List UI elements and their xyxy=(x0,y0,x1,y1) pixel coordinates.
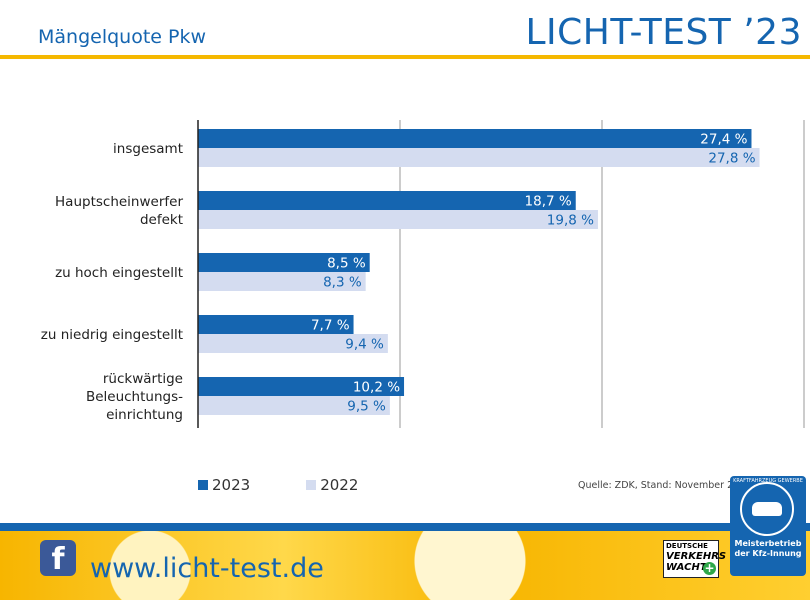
data-label-2022-2: 8,3 % xyxy=(323,275,362,291)
bar-chart: 27,4 % 27,8 % insgesamt 18,7 % 19,8 % Hauptsc… xyxy=(41,120,805,428)
car-icon xyxy=(752,502,782,516)
category-label-3-0: zu niedrig eingestellt xyxy=(41,327,183,343)
bar-2023-3 xyxy=(198,315,354,334)
legend: 2023 2022 xyxy=(198,476,414,494)
verkehrswacht-main-text: VERKEHRS WACHT xyxy=(666,550,727,573)
legend-label-2023: 2023 xyxy=(212,476,251,494)
legend-swatch-2022 xyxy=(306,480,317,490)
seal-circle xyxy=(740,482,794,536)
bar-2022-2 xyxy=(198,272,366,291)
data-label-2023-1: 18,7 % xyxy=(525,194,572,210)
verkehrswacht-small-text: DEUTSCHE xyxy=(666,542,708,550)
brand-logo-text: LICHT-TEST ’23 xyxy=(525,12,802,53)
data-label-2022-1: 19,8 % xyxy=(547,213,594,229)
website-link[interactable]: www.licht-test.de xyxy=(90,553,324,584)
seal-ring-text: KRAFTFAHRZEUG GEWERBE xyxy=(733,478,803,484)
data-label-2022-0: 27,8 % xyxy=(708,151,755,167)
bar-2022-1 xyxy=(198,210,598,229)
data-label-2023-4: 10,2 % xyxy=(353,380,400,396)
data-label-2023-0: 27,4 % xyxy=(700,132,747,148)
seal-line1: Meisterbetrieb xyxy=(734,539,802,548)
data-label-2023-3: 7,7 % xyxy=(311,318,350,334)
bar-2023-2 xyxy=(198,253,370,272)
bar-2022-4 xyxy=(198,396,390,415)
category-label-4-2: einrichtung xyxy=(106,407,183,423)
category-label-2-0: zu hoch eingestellt xyxy=(55,265,183,281)
footer-stripe xyxy=(0,523,810,531)
legend-item-2023: 2023 xyxy=(198,476,250,494)
data-label-2023-2: 8,5 % xyxy=(327,256,366,272)
legend-swatch-2023 xyxy=(198,480,208,490)
category-label-0-0: insgesamt xyxy=(113,141,183,157)
bar-2023-4 xyxy=(198,377,405,396)
plus-icon: + xyxy=(703,561,716,575)
category-label-1-0: Hauptscheinwerfer xyxy=(55,194,183,210)
category-label-4-0: rückwärtige xyxy=(103,371,183,387)
legend-item-2022: 2022 xyxy=(306,476,358,494)
category-label-1-1: defekt xyxy=(140,212,183,228)
legend-label-2022: 2022 xyxy=(320,476,359,494)
seal-line2: der Kfz-Innung xyxy=(734,549,802,558)
bar-2023-1 xyxy=(198,191,576,210)
chart-subtitle: Mängelquote Pkw xyxy=(38,26,207,48)
kfz-innung-seal: KRAFTFAHRZEUG GEWERBE Meisterbetrieb der… xyxy=(730,476,806,576)
seal-caption: Meisterbetrieb der Kfz-Innung xyxy=(730,539,806,559)
data-label-2022-3: 9,4 % xyxy=(345,337,384,353)
data-label-2022-4: 9,5 % xyxy=(347,399,386,415)
bar-2022-0 xyxy=(198,148,760,167)
category-label-4-1: Beleuchtungs- xyxy=(86,389,183,405)
bar-2022-3 xyxy=(198,334,388,353)
header-divider xyxy=(0,55,810,59)
verkehrswacht-logo: DEUTSCHE VERKEHRS WACHT + xyxy=(663,540,727,578)
source-note: Quelle: ZDK, Stand: November 2023 xyxy=(578,480,752,491)
bar-2023-0 xyxy=(198,129,752,148)
facebook-icon[interactable]: f xyxy=(40,540,76,577)
